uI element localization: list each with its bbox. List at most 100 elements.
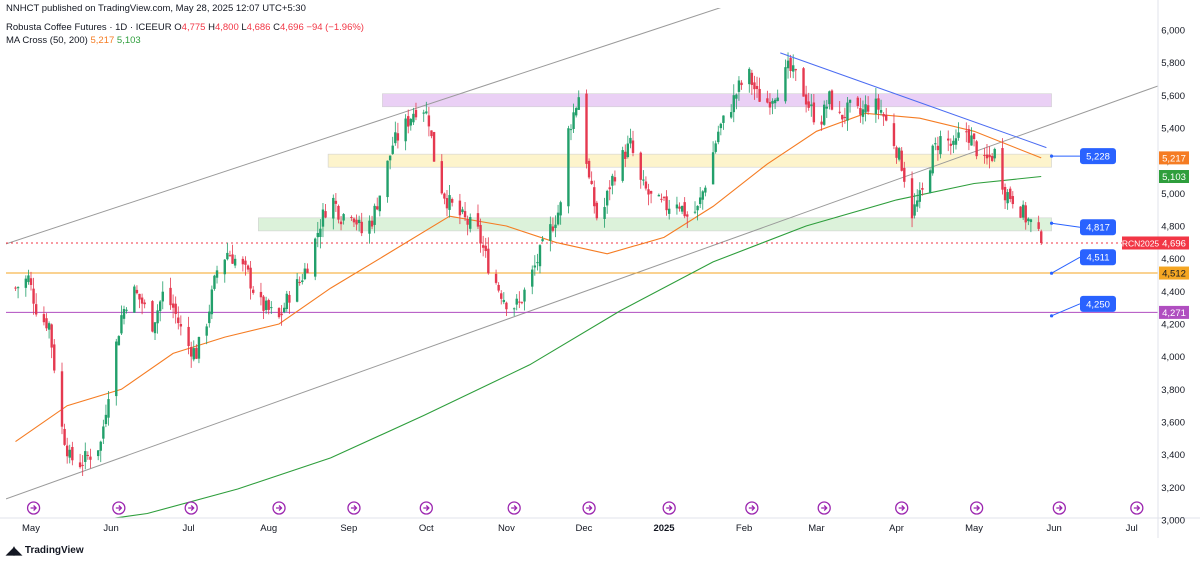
candle-body (396, 133, 400, 141)
candle-body (621, 150, 624, 181)
candle-body (515, 298, 518, 305)
candle-body (804, 94, 808, 105)
event-marker-icon[interactable] (582, 501, 596, 515)
candle-body (197, 336, 201, 359)
candle-body (425, 111, 428, 114)
event-marker-icon[interactable] (745, 501, 759, 515)
candle-body (122, 308, 126, 319)
candle-body (314, 238, 317, 277)
candle-body (967, 129, 971, 143)
event-marker-icon[interactable] (1052, 501, 1066, 515)
candle-body (34, 304, 38, 315)
candle-body (861, 109, 865, 117)
candle-body (500, 293, 503, 299)
candle-body (350, 216, 353, 218)
event-marker-icon[interactable] (419, 501, 433, 515)
axis-badge-label-1: 5,103 (1162, 172, 1186, 183)
candle-body (373, 205, 376, 225)
ma200-line (111, 175, 1042, 518)
candle-body (71, 446, 74, 461)
y-tick-label: 5,000 (1161, 189, 1185, 200)
indicator-legend[interactable]: MA Cross (50, 200) 5,217 5,103 (6, 35, 141, 46)
candle-body (593, 187, 596, 207)
candle-body (458, 200, 462, 216)
event-marker-icon[interactable] (895, 501, 909, 515)
target-leader-1 (1051, 222, 1081, 228)
event-marker-icon[interactable] (26, 501, 41, 515)
high-value: 4,800 (214, 22, 239, 33)
candle-body (192, 348, 195, 360)
x-tick-label: May (965, 523, 983, 534)
candle-body (711, 152, 715, 185)
candle-body (518, 301, 521, 303)
y-tick-label: 3,800 (1161, 385, 1185, 396)
candle-body (479, 224, 482, 244)
candle-body (156, 310, 159, 324)
candle-body (1011, 196, 1015, 205)
candle-body (370, 220, 374, 227)
candle-body (559, 202, 562, 216)
ticker-badge (1122, 236, 1159, 250)
event-marker-icon[interactable] (184, 501, 198, 515)
candle-body (177, 317, 180, 324)
x-tick-label: Feb (736, 523, 752, 534)
axis-badge-2 (1159, 266, 1189, 280)
event-marker-arrow (1133, 505, 1141, 511)
x-tick-label: Sep (340, 523, 357, 534)
candle-body (394, 132, 397, 144)
candle-body (332, 197, 335, 219)
candle-body (53, 344, 56, 371)
x-tick-label: Jul (183, 523, 195, 534)
event-marker-icon[interactable] (347, 501, 361, 515)
candle-body (24, 278, 28, 288)
candle-body (32, 288, 35, 304)
candle-body (213, 275, 216, 289)
event-marker-icon[interactable] (969, 501, 984, 515)
candle-body (228, 255, 232, 257)
candle-body (680, 205, 684, 212)
axis-badge-3 (1159, 305, 1189, 319)
target-anchor-3 (1049, 314, 1054, 318)
candle-body (27, 275, 30, 283)
tradingview-logo[interactable]: ◢◣ TradingView (6, 544, 84, 557)
event-marker-icon[interactable] (112, 501, 126, 515)
candle-body (120, 315, 123, 334)
candle-body (342, 214, 345, 221)
event-marker-arrow (748, 505, 756, 511)
event-marker-icon[interactable] (662, 501, 676, 515)
event-marker-icon[interactable] (272, 501, 286, 515)
candle-body (647, 189, 650, 195)
candle-body (807, 101, 810, 108)
candle-body (913, 204, 916, 216)
event-marker-icon[interactable] (817, 501, 831, 515)
indicator-name[interactable]: MA Cross (50, 200) (6, 35, 88, 46)
candle-body (686, 214, 689, 217)
symbol-name[interactable]: Robusta Coffee Futures · 1D · ICEEUR (6, 22, 172, 33)
event-marker-icon[interactable] (507, 501, 521, 515)
candle-body (758, 88, 761, 102)
candle-body (306, 268, 309, 274)
x-tick-label: 2025 (653, 523, 675, 534)
x-tick-label: Mar (808, 523, 824, 534)
candle-body (719, 123, 723, 129)
target-label-1: 4,817 (1086, 223, 1110, 234)
candle-body (536, 262, 539, 264)
target-label-2: 4,511 (1086, 253, 1109, 264)
candle-body (794, 69, 797, 71)
candle-body (556, 212, 560, 225)
candle-body (683, 202, 686, 217)
event-marker-arrow (898, 505, 906, 511)
x-tick-label: Dec (575, 523, 592, 534)
event-marker-icon[interactable] (1130, 501, 1144, 515)
candle-body (843, 116, 847, 118)
candle-body (65, 445, 69, 457)
candle-body (957, 132, 960, 138)
zone-1 (327, 153, 1052, 168)
brand-name: TradingView (24, 545, 84, 556)
candle-body (993, 148, 996, 159)
target-label-0: 5,228 (1086, 152, 1110, 163)
candle-body (587, 160, 591, 178)
candle-body (324, 211, 327, 218)
x-tick-label: Aug (260, 523, 277, 534)
